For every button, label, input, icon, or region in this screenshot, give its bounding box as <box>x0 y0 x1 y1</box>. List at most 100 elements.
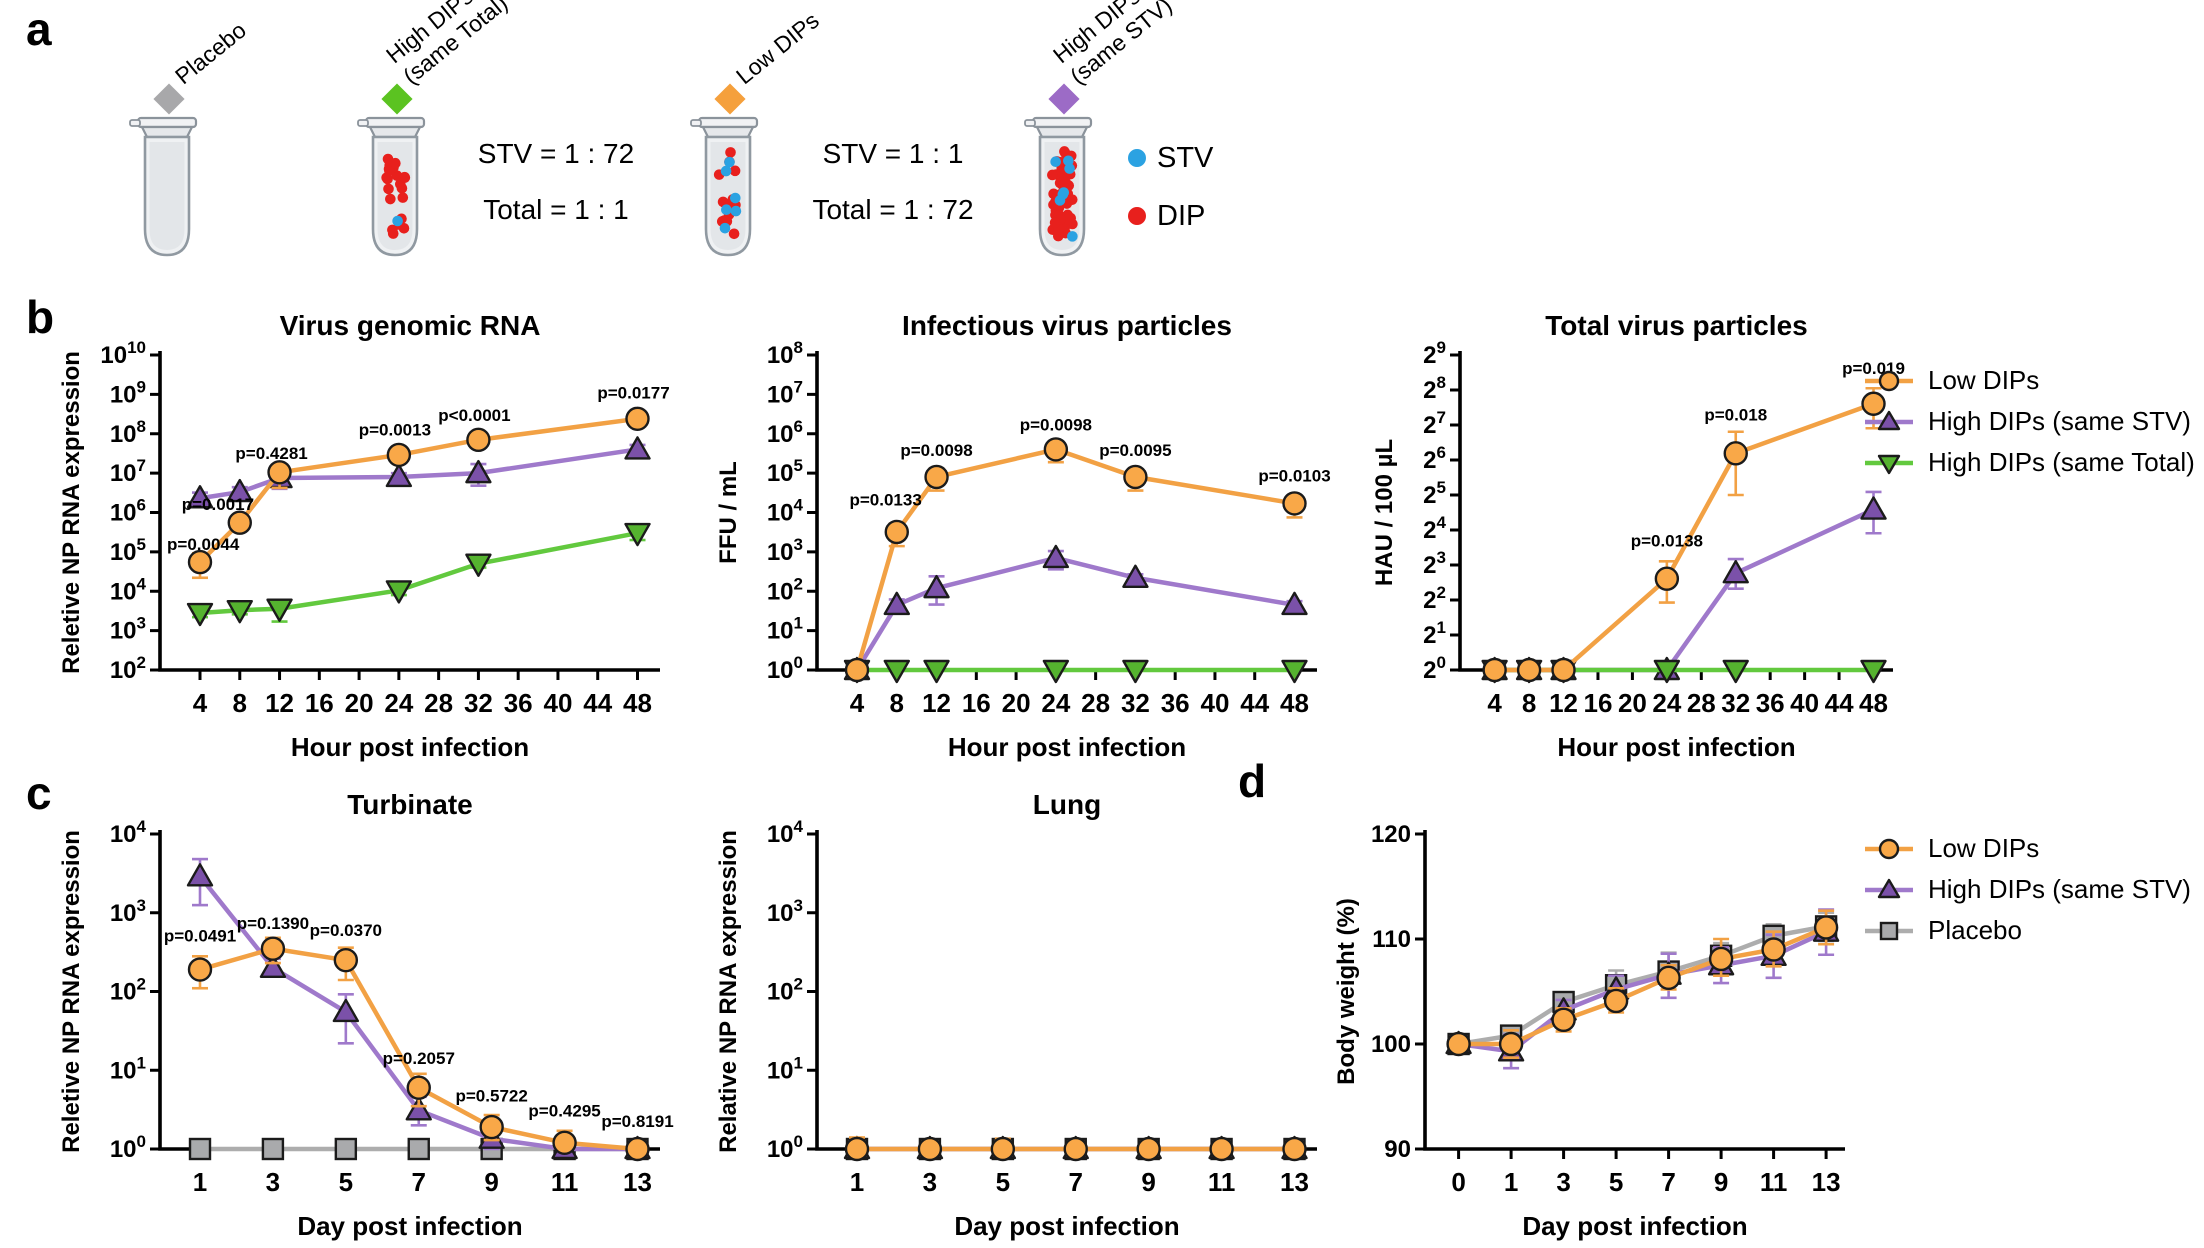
svg-text:40: 40 <box>1200 688 1229 718</box>
svg-text:p<0.0001: p<0.0001 <box>438 406 510 425</box>
svg-text:p=0.0370: p=0.0370 <box>310 921 382 940</box>
svg-text:105: 105 <box>110 535 146 566</box>
svg-text:24: 24 <box>1423 513 1446 544</box>
legend-panel-d: Low DIPs High DIPs (same STV) Placebo <box>1862 828 2191 951</box>
svg-text:p=0.0491: p=0.0491 <box>164 927 236 946</box>
svg-text:27: 27 <box>1423 408 1446 439</box>
panel-label-d: d <box>1238 755 1267 807</box>
svg-text:9: 9 <box>1141 1167 1155 1197</box>
svg-text:105: 105 <box>767 456 803 487</box>
svg-text:103: 103 <box>767 896 803 927</box>
svg-text:4: 4 <box>1487 688 1502 718</box>
svg-text:Reletive NP RNA expression: Reletive NP RNA expression <box>58 351 85 674</box>
svg-text:20: 20 <box>1423 653 1446 684</box>
svg-text:9: 9 <box>484 1167 498 1197</box>
svg-text:0: 0 <box>1451 1167 1465 1197</box>
svg-text:21: 21 <box>1423 618 1446 649</box>
svg-text:108: 108 <box>110 417 146 448</box>
legend-label: High DIPs (same STV) <box>1928 406 2191 436</box>
svg-text:28: 28 <box>1687 688 1716 718</box>
svg-text:106: 106 <box>767 417 803 448</box>
svg-text:8: 8 <box>1522 688 1536 718</box>
panel-label-b: b <box>26 291 55 343</box>
legend-panel-b: Low DIPs High DIPs (same STV) High DIPs … <box>1862 360 2195 483</box>
svg-text:1: 1 <box>193 1167 207 1197</box>
svg-text:p=0.0098: p=0.0098 <box>1020 416 1092 435</box>
svg-text:29: 29 <box>1423 338 1446 369</box>
svg-text:101: 101 <box>110 1053 146 1084</box>
chart-virus-genomic-rna: 102 103 104 105 106 107 108 109 1010 4 8 12 16 20 24 28… <box>55 305 675 775</box>
svg-text:Hour post infection: Hour post infection <box>291 732 529 762</box>
svg-text:Virus genomic RNA: Virus genomic RNA <box>280 310 541 341</box>
svg-text:16: 16 <box>962 688 991 718</box>
svg-text:5: 5 <box>996 1167 1010 1197</box>
stv-legend-label: STV <box>1157 142 1214 174</box>
svg-text:3: 3 <box>1556 1167 1570 1197</box>
svg-text:109: 109 <box>110 377 146 408</box>
svg-text:20: 20 <box>345 688 374 718</box>
svg-text:Day post infection: Day post infection <box>297 1211 522 1241</box>
svg-text:4: 4 <box>193 688 208 718</box>
svg-text:102: 102 <box>767 975 803 1006</box>
panel-a-illustration <box>129 83 1146 257</box>
svg-text:5: 5 <box>339 1167 353 1197</box>
svg-text:9: 9 <box>1714 1167 1728 1197</box>
svg-text:100: 100 <box>1371 1031 1411 1058</box>
svg-text:12: 12 <box>265 688 294 718</box>
svg-text:12: 12 <box>922 688 951 718</box>
svg-text:100: 100 <box>767 653 803 684</box>
svg-text:p=0.4281: p=0.4281 <box>235 444 307 463</box>
svg-text:24: 24 <box>384 688 413 718</box>
low-dips-marker-icon <box>1865 370 1913 391</box>
svg-text:Turbinate: Turbinate <box>347 789 472 820</box>
svg-text:3: 3 <box>923 1167 937 1197</box>
legend-label: Low DIPs <box>1928 833 2040 863</box>
svg-text:Lung: Lung <box>1033 789 1101 820</box>
low-dips-marker-icon <box>1865 838 1913 859</box>
svg-text:p=0.5722: p=0.5722 <box>456 1087 528 1106</box>
svg-text:p=0.4295: p=0.4295 <box>528 1101 600 1120</box>
infectious-virus-particles-plot: 100 101 102 103 104 105 106 107 108 4 8 12 16 20 24 28 3… <box>715 310 1331 762</box>
chart-lung: 100 101 102 103 104 1 3 5 7 9 11 13 Lung Day post inf… <box>712 784 1332 1248</box>
svg-text:25: 25 <box>1423 478 1446 509</box>
svg-text:11: 11 <box>1208 1167 1236 1197</box>
svg-text:90: 90 <box>1384 1136 1411 1163</box>
svg-text:26: 26 <box>1423 443 1446 474</box>
svg-text:16: 16 <box>1584 688 1613 718</box>
svg-text:40: 40 <box>543 688 572 718</box>
svg-text:104: 104 <box>767 817 804 848</box>
legend-label: Low DIPs <box>1928 365 2040 395</box>
legend-item-high-dips-same-stv: High DIPs (same STV) <box>1862 401 2195 442</box>
svg-text:102: 102 <box>767 574 803 605</box>
svg-text:103: 103 <box>110 896 146 927</box>
chart-total-virus-particles: 20 21 22 23 24 25 26 27 28 29 4 8 12 16 20 24 28 32 36 40 44… <box>1368 305 1908 775</box>
high-dips-same-total-marker-icon <box>1865 454 1913 474</box>
svg-text:Hour post infection: Hour post infection <box>1557 732 1795 762</box>
svg-text:104: 104 <box>110 574 147 605</box>
legend-item-high-dips-same-total: High DIPs (same Total) <box>1862 442 2195 483</box>
svg-text:28: 28 <box>1081 688 1110 718</box>
svg-text:FFU / mL: FFU / mL <box>715 461 742 564</box>
ratio-stv-2: STV = 1 : 1 <box>822 138 964 169</box>
svg-text:3: 3 <box>266 1167 280 1197</box>
svg-text:48: 48 <box>1859 688 1888 718</box>
svg-text:p=0.1390: p=0.1390 <box>237 914 309 933</box>
svg-text:Relative NP RNA expression: Relative NP RNA expression <box>715 830 742 1153</box>
svg-text:36: 36 <box>1756 688 1785 718</box>
chart-body-weight: 90 100 110 120 0 1 3 5 7 9 11 13 Day post infection B… <box>1330 784 1860 1248</box>
placebo-marker-icon <box>1865 921 1913 940</box>
svg-text:44: 44 <box>583 688 612 718</box>
svg-text:HAU / 100 µL: HAU / 100 µL <box>1371 439 1398 586</box>
svg-text:13: 13 <box>623 1167 652 1197</box>
svg-text:103: 103 <box>767 535 803 566</box>
svg-text:16: 16 <box>305 688 334 718</box>
svg-text:106: 106 <box>110 496 146 527</box>
panel-label-a: a <box>26 3 52 55</box>
svg-text:36: 36 <box>504 688 533 718</box>
svg-text:20: 20 <box>1002 688 1031 718</box>
svg-text:7: 7 <box>1069 1167 1083 1197</box>
svg-text:1: 1 <box>850 1167 864 1197</box>
svg-text:p=0.0098: p=0.0098 <box>900 441 972 460</box>
